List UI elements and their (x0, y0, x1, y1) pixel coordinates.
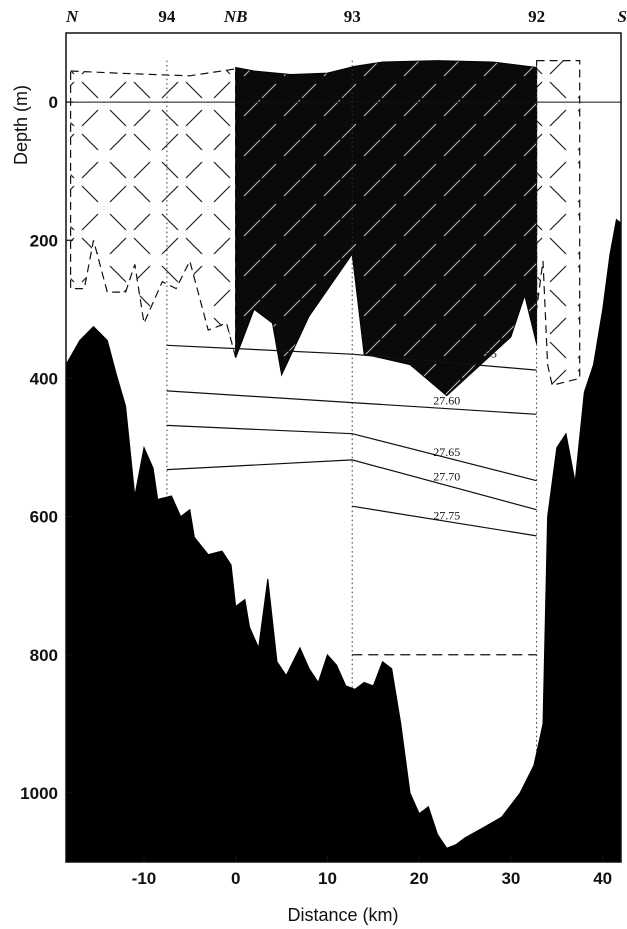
y-tick-label: 600 (30, 508, 58, 527)
x-tick-label: -10 (132, 869, 157, 888)
isopycnal-label-27-60: 27.60 (433, 394, 460, 408)
isopycnal-line-27-75 (352, 505, 537, 537)
x-tick-label: 40 (593, 869, 612, 888)
hatched-water-north (69, 68, 237, 358)
dark-water-mass (235, 60, 538, 397)
y-axis-title: Depth (m) (11, 85, 31, 165)
x-tick-label: 0 (231, 869, 240, 888)
plot-frame (65, 32, 622, 863)
top-label-94: 94 (158, 7, 176, 26)
y-tick-label: 800 (30, 646, 58, 665)
top-label-92: 92 (528, 7, 545, 26)
isopycnal-label-27-70: 27.70 (433, 470, 460, 484)
top-label-nb: NB (223, 7, 248, 26)
y-tick-label: 1000 (20, 784, 58, 803)
isopycnal-label-27-65: 27.65 (433, 445, 460, 459)
x-tick-label: 20 (410, 869, 429, 888)
y-tick-label: 0 (49, 93, 58, 112)
isopycnal-line-27-70 (166, 459, 537, 511)
isopycnal-line-27-65 (166, 424, 537, 482)
hatched-water-south (535, 59, 581, 387)
x-tick-label: 30 (501, 869, 520, 888)
y-tick-label: 200 (30, 231, 58, 250)
seafloor-bathymetry (66, 218, 621, 862)
x-tick-label: 10 (318, 869, 337, 888)
isopycnal-line-27-60 (166, 390, 537, 415)
top-label-s: S (618, 7, 627, 26)
isopycnal-label-27-55: 27.55 (470, 347, 497, 361)
top-label-93: 93 (344, 7, 361, 26)
x-axis-title: Distance (km) (287, 905, 398, 925)
y-tick-label: 400 (30, 369, 58, 388)
isopycnal-label-27-75: 27.75 (433, 508, 460, 522)
isopycnal-line-27-55 (166, 344, 537, 371)
top-label-n: N (65, 7, 79, 26)
